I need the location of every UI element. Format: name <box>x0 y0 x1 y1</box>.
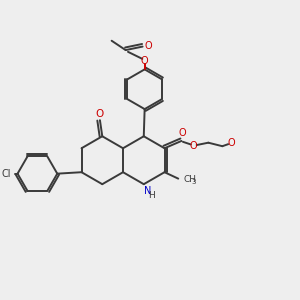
Text: O: O <box>178 128 186 138</box>
Text: O: O <box>144 41 152 51</box>
Text: O: O <box>227 138 235 148</box>
Text: H: H <box>148 191 155 200</box>
Text: O: O <box>190 141 197 151</box>
Text: Cl: Cl <box>2 169 11 179</box>
Text: O: O <box>141 56 148 66</box>
Text: O: O <box>96 109 104 119</box>
Text: N: N <box>144 187 151 196</box>
Text: 3: 3 <box>191 178 196 184</box>
Text: CH: CH <box>184 175 196 184</box>
